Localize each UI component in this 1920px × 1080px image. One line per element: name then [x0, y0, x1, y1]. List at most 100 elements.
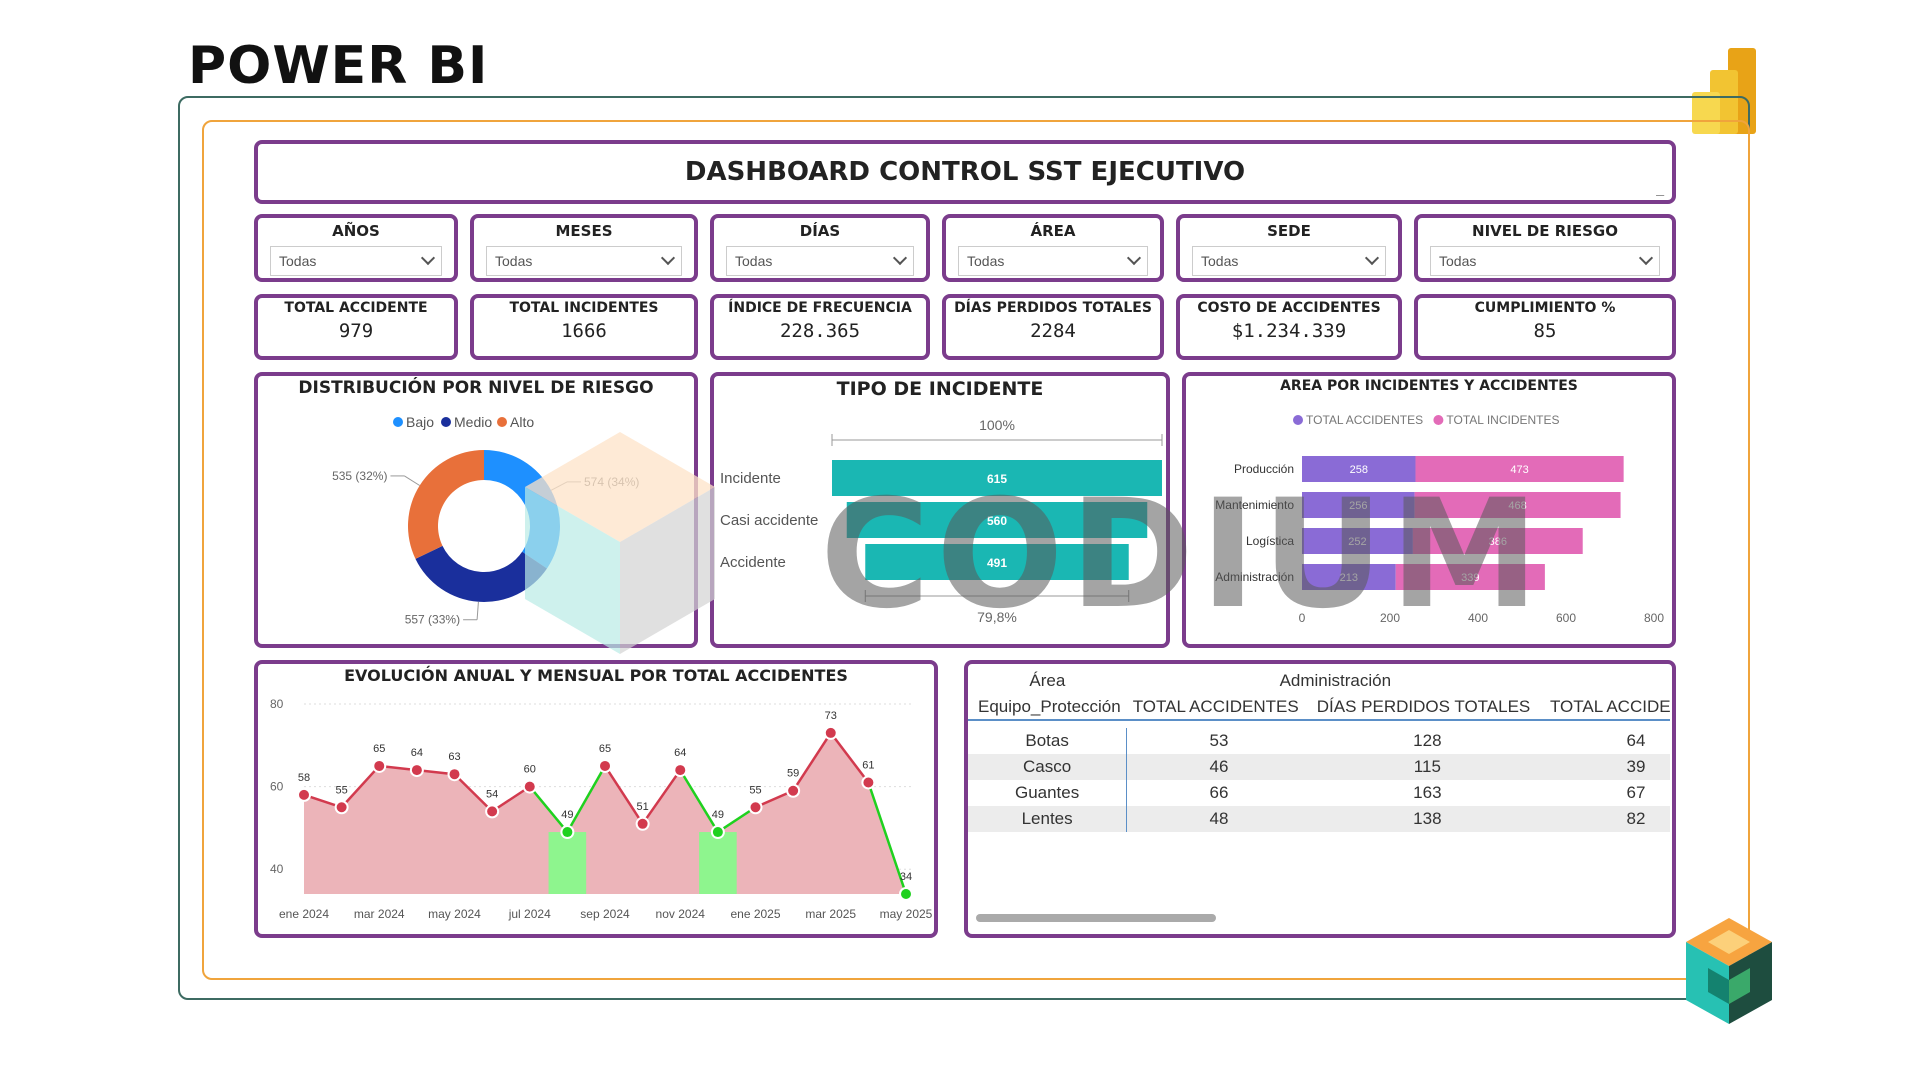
filter-nivel-riesgo: NIVEL DE RIESGO Todas	[1414, 214, 1676, 282]
line-segment	[566, 765, 607, 833]
x-tick-label: ene 2024	[279, 907, 329, 921]
chart-title: AREA POR INCIDENTES Y ACCIDENTES	[1280, 378, 1578, 394]
matrix-cell: 66	[1209, 783, 1229, 802]
stacked-bar-panel: AREA POR INCIDENTES Y ACCIDENTES TOTAL A…	[1182, 372, 1676, 648]
legend-marker	[497, 417, 507, 427]
chevron-down-icon	[420, 250, 436, 266]
matrix-col-header[interactable]: TOTAL ACCIDENTES	[1132, 696, 1299, 716]
funnel-chart-panel: TIPO DE INCIDENTE 100% 615 Incidente 560 Cas…	[710, 372, 1170, 648]
matrix-col-header[interactable]: TOTAL ACCIDENTES	[1549, 696, 1670, 716]
matrix-cell: 115	[1413, 757, 1441, 776]
table-row[interactable]: Botas 53 128 64	[968, 728, 1670, 754]
funnel-bar	[846, 502, 1148, 538]
matrix-col-group[interactable]: Administración	[1279, 671, 1392, 690]
y-tick-label: 60	[270, 780, 284, 794]
filter-value: Todas	[495, 253, 533, 269]
data-point	[524, 781, 535, 792]
data-label: 49	[561, 809, 573, 821]
stacked-bar-segment	[1302, 492, 1415, 518]
filter-dropdown-anios[interactable]: Todas	[270, 246, 442, 276]
line-segment	[829, 732, 870, 784]
kpi-cumplimiento: CUMPLIMIENTO % 85	[1414, 294, 1676, 360]
filter-value: Todas	[1201, 253, 1239, 269]
line-segment	[641, 769, 682, 825]
stacked-bar-segment	[1415, 456, 1624, 482]
table-row[interactable]: Guantes 66 163 67	[968, 780, 1670, 806]
data-point	[487, 806, 498, 817]
data-point	[675, 765, 686, 776]
filter-label: SEDE	[1267, 222, 1311, 240]
highlight-column	[699, 832, 737, 894]
data-point	[788, 785, 799, 796]
donut-slice	[415, 545, 547, 602]
x-tick-label: 0	[1299, 611, 1306, 625]
stacked-bar-segment	[1302, 564, 1396, 590]
bar-data-label: 252	[1348, 536, 1366, 548]
kpi-label: TOTAL INCIDENTES	[509, 300, 659, 316]
data-point	[562, 827, 573, 838]
power-bi-logo	[1692, 48, 1756, 134]
donut-leader-line	[476, 601, 479, 620]
filter-label: NIVEL DE RIESGO	[1472, 222, 1618, 240]
filter-dropdown-meses[interactable]: Todas	[486, 246, 682, 276]
table-row[interactable]: Casco 46 115 39	[968, 754, 1670, 780]
matrix-col-group-next[interactable]: L	[1544, 668, 1670, 694]
filter-area: ÁREA Todas	[942, 214, 1164, 282]
kpi-label: COSTO DE ACCIDENTES	[1197, 300, 1381, 316]
kpi-indice-frecuencia: ÍNDICE DE FRECUENCIA 228.365	[710, 294, 930, 360]
kpi-label: TOTAL ACCIDENTE	[284, 300, 428, 316]
filter-label: MESES	[555, 222, 613, 240]
legend-marker	[1293, 415, 1303, 425]
stacked-bar-segment	[1412, 528, 1583, 554]
matrix-table-wrap: Área Administración L Equipo_Protección …	[968, 668, 1670, 868]
bar-category-label: Producción	[1234, 462, 1294, 476]
filter-dropdown-area[interactable]: Todas	[958, 246, 1148, 276]
donut-data-label: 557 (33%)	[405, 613, 460, 627]
chevron-down-icon	[1126, 250, 1142, 266]
filter-value: Todas	[967, 253, 1005, 269]
x-tick-label: ene 2025	[730, 907, 780, 921]
line-segment	[867, 782, 908, 895]
data-label: 49	[712, 809, 724, 821]
data-point	[712, 827, 723, 838]
bar-data-label: 256	[1349, 500, 1367, 512]
matrix-col-header[interactable]: DÍAS PERDIDOS TOTALES	[1316, 696, 1531, 716]
line-chart-panel: EVOLUCIÓN ANUAL Y MENSUAL POR TOTAL ACCI…	[254, 660, 938, 938]
donut-data-label: 535 (32%)	[332, 469, 387, 483]
funnel-bar	[832, 460, 1162, 496]
data-label: 58	[298, 772, 310, 784]
x-tick-label: jul 2024	[508, 907, 551, 921]
filter-dropdown-sede[interactable]: Todas	[1192, 246, 1386, 276]
line-segment	[792, 732, 832, 792]
data-label: 59	[787, 768, 799, 780]
bar-data-label: 213	[1340, 572, 1358, 584]
kpi-label: CUMPLIMIENTO %	[1474, 300, 1616, 316]
y-tick-label: 80	[270, 697, 284, 711]
legend-label: Bajo	[406, 414, 434, 430]
funnel-bottom-label: 79,8%	[977, 609, 1017, 625]
legend-label: TOTAL ACCIDENTES	[1306, 413, 1423, 427]
filter-dropdown-nivel-riesgo[interactable]: Todas	[1430, 246, 1660, 276]
line-segment	[491, 785, 531, 813]
kpi-value: 228.365	[779, 320, 861, 342]
matrix-row-label: Casco	[968, 754, 1128, 780]
matrix-row-header: Equipo_Protección	[978, 696, 1121, 716]
x-tick-label: 200	[1380, 611, 1400, 625]
matrix-cell: 82	[1626, 809, 1646, 828]
chart-title: EVOLUCIÓN ANUAL Y MENSUAL POR TOTAL ACCI…	[344, 666, 848, 685]
table-row[interactable]: Lentes 48 138 82	[968, 806, 1670, 832]
matrix-cell: 39	[1626, 757, 1646, 776]
stacked-bar-segment	[1414, 492, 1621, 518]
matrix-table: Área Administración L Equipo_Protección …	[968, 668, 1670, 832]
matrix-row-label: Botas	[968, 728, 1128, 754]
area-fill	[304, 732, 906, 894]
legend-marker	[441, 417, 451, 427]
matrix-row-label: Lentes	[968, 806, 1128, 832]
kpi-value: 85	[1533, 320, 1557, 342]
chevron-down-icon	[660, 250, 676, 266]
data-label: 65	[599, 743, 611, 755]
filter-dropdown-dias[interactable]: Todas	[726, 246, 914, 276]
x-tick-label: mar 2025	[805, 907, 856, 921]
donut-chart: Bajo Medio Alto 574 (34%) 557 (33%) 535 (32%)	[332, 414, 639, 627]
matrix-horizontal-scrollbar[interactable]	[976, 914, 1216, 922]
